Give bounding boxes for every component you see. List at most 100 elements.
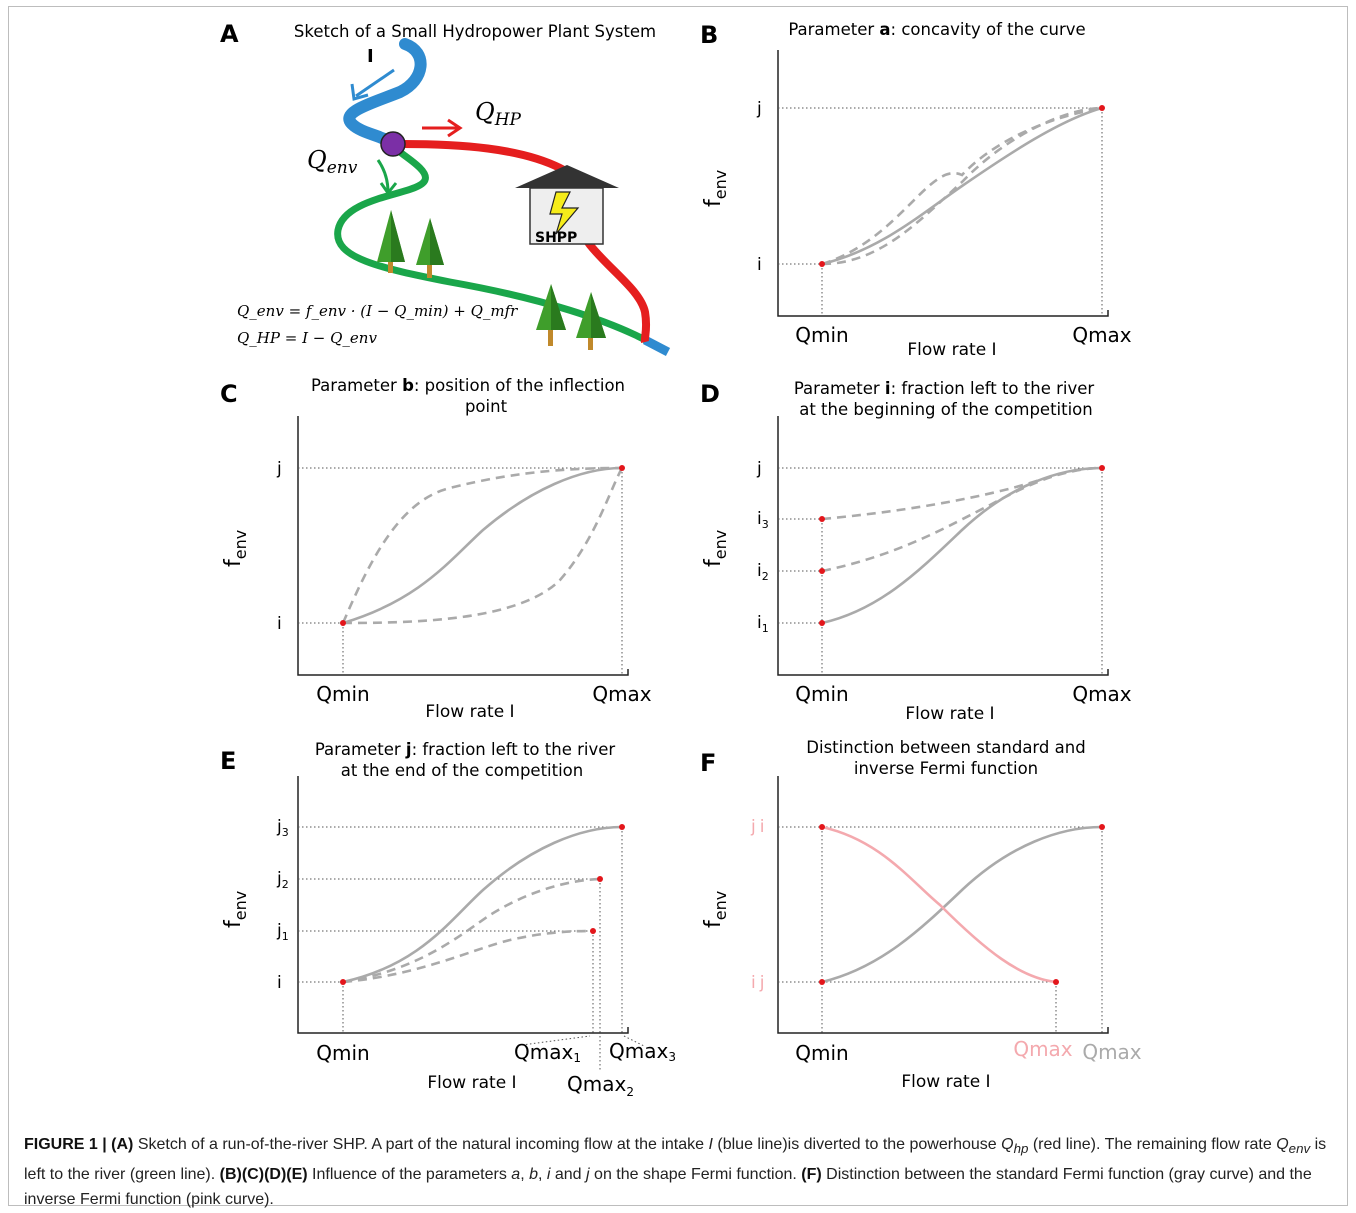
panel-d-title-line2: at the beginning of the competition (799, 400, 1093, 419)
caption-text-5: Influence of the parameters (307, 1165, 512, 1183)
panel-f-xtick-qmax-pink: Qmax (1013, 1037, 1072, 1061)
tree-icon (576, 292, 606, 350)
panel-e-ytick-j1: j1 (276, 921, 289, 943)
panel-d-ytick-j: j (756, 459, 762, 479)
caption-label: FIGURE 1 | (A) (24, 1136, 134, 1153)
panel-e-title-pre: Parameter (315, 740, 406, 759)
panel-e-axes (297, 776, 629, 1034)
panel-f-ylabel-f: f (701, 919, 726, 928)
panel-d-dashed-curve (821, 466, 1103, 521)
panel-e-xlabel: Flow rate I (427, 1073, 516, 1093)
panel-e-xtick-qmin: Qmin (316, 1041, 369, 1065)
panel-d-point-i3 (819, 516, 825, 522)
caption-sep-2: , (537, 1165, 547, 1183)
panel-e-ylabel-f: f (221, 919, 246, 928)
panel-f-xlabel: Flow rate I (901, 1072, 990, 1092)
intake-label: I (367, 46, 374, 67)
qhp-arrowhead (447, 118, 463, 138)
panel-d-ylabel: fenv (701, 530, 730, 567)
panel-a-title: Sketch of a Small Hydropower Plant Syste… (294, 22, 656, 41)
panel-e-ytick-j1-base: j (276, 921, 282, 941)
caption-text-7: Distinction between the standard Fermi f… (24, 1165, 1312, 1209)
intake-arrow (355, 68, 395, 98)
panel-c-xtick-qmin: Qmin (316, 682, 369, 706)
panel-b-ylabel-f: f (701, 198, 726, 207)
caption-var-i-param: i (546, 1165, 551, 1183)
panel-e-xtick-qmax1: Qmax1 (514, 1040, 581, 1065)
panel-f-point-std-start (819, 979, 825, 985)
panel-d-ytick-i1-base: i (757, 613, 762, 633)
caption-label-bcde: (B)(C)(D)(E) (219, 1165, 308, 1183)
outlet-line (642, 336, 671, 356)
panel-d-letter: D (700, 380, 720, 408)
panel-d-ytick-i3: i3 (757, 509, 769, 531)
panel-c: C Parameter b: position of the inflectio… (220, 376, 652, 722)
panel-f-ylabel-sub: env (711, 891, 730, 920)
panel-e-dashed-curve (342, 877, 601, 984)
qenv-arrow (376, 159, 390, 193)
panel-c-title-line2: point (465, 397, 508, 416)
panel-b-axes (777, 50, 1109, 317)
panel-e-title: Parameter j: fraction left to the river (315, 740, 616, 759)
panel-e-xtick-qmax2: Qmax2 (567, 1072, 634, 1099)
panel-f-ytick-top-pink: j (750, 817, 756, 837)
panel-c-letter: C (220, 380, 238, 408)
panel-e-title-post: : fraction left to the river (412, 740, 616, 759)
panel-b-xtick-qmin: Qmin (795, 323, 848, 347)
panel-f-xtick-qmin: Qmin (795, 1041, 848, 1065)
panel-e-ytick-j2-base: j (276, 869, 282, 889)
panel-e-ylabel-sub: env (231, 891, 250, 920)
junction-dot (380, 131, 406, 157)
panel-e-standard-curve (342, 825, 623, 984)
panel-d-title-post: : fraction left to the river (891, 379, 1095, 398)
caption-var-i: I (708, 1136, 713, 1153)
qhp-label: QHP (475, 98, 522, 130)
panel-c-ytick-j: j (276, 459, 282, 479)
caption-text-4: is left to the river (green line). (24, 1136, 1327, 1183)
caption-var-qhp: Q (1001, 1136, 1014, 1153)
figure-caption: FIGURE 1 | (A) Sketch of a run-of-the-ri… (24, 1132, 1336, 1213)
panel-b-ytick-i: i (757, 255, 762, 275)
caption-sep-1: , (520, 1165, 530, 1183)
panel-e-xtick-qmax1-sub: 1 (573, 1051, 581, 1065)
panel-c-dashed-curve (342, 467, 624, 625)
panel-f-point-inv-end (1053, 979, 1059, 985)
panel-c-xtick-qmax: Qmax (592, 682, 651, 706)
panel-b-xtick-qmax: Qmax (1072, 323, 1131, 347)
panel-b-ylabel: fenv (701, 170, 730, 207)
caption-var-qenv: Q (1276, 1136, 1289, 1153)
panel-c-ylabel-f: f (221, 558, 246, 567)
intake-arrowhead (350, 83, 369, 101)
panel-c-title: Parameter b: position of the inflection (311, 376, 625, 395)
panel-c-ytick-i: i (277, 614, 282, 634)
panel-f-axes (777, 776, 1109, 1034)
panel-d-ytick-i3-base: i (757, 509, 762, 529)
panel-d-ylabel-sub: env (711, 530, 730, 559)
panel-e: E Parameter j: fraction left to the rive… (220, 740, 676, 1099)
panel-f-standard-curve (821, 825, 1103, 984)
panel-e-xtick-qmax2-base: Qmax (567, 1072, 626, 1096)
caption-var-a: a (511, 1165, 521, 1183)
caption-text-3: (red line). The remaining flow rate (1028, 1136, 1277, 1153)
panel-c-point-end (619, 465, 625, 471)
panel-f-title-line2: inverse Fermi function (854, 759, 1038, 778)
shpp-label: SHPP (535, 230, 577, 246)
panel-b-point-end (1099, 105, 1105, 111)
caption-text-6: on the shape Fermi function. (589, 1165, 802, 1183)
panel-e-xtick-qmax3-sub: 3 (668, 1050, 676, 1064)
panel-c-title-post: : position of the inflection (414, 376, 625, 395)
panel-e-title-line2: at the end of the competition (341, 761, 583, 780)
panel-d-ytick-i1: i1 (757, 613, 769, 635)
caption-text-2: (blue line)is diverted to the powerhouse (712, 1136, 1002, 1153)
panel-c-title-param: b (402, 376, 414, 395)
panel-e-point-start (340, 979, 346, 985)
panel-b-title: Parameter a: concavity of the curve (788, 20, 1085, 39)
panel-f-point-inv-start (819, 824, 825, 830)
panel-e-ytick-j3-sub: 3 (282, 826, 289, 839)
panel-d-ylabel-f: f (701, 558, 726, 567)
panel-e-letter: E (220, 747, 236, 775)
panel-f-title-line1: Distinction between standard and (806, 738, 1085, 757)
panel-d-point-i2 (819, 568, 825, 574)
panel-d-xlabel: Flow rate I (905, 704, 994, 724)
